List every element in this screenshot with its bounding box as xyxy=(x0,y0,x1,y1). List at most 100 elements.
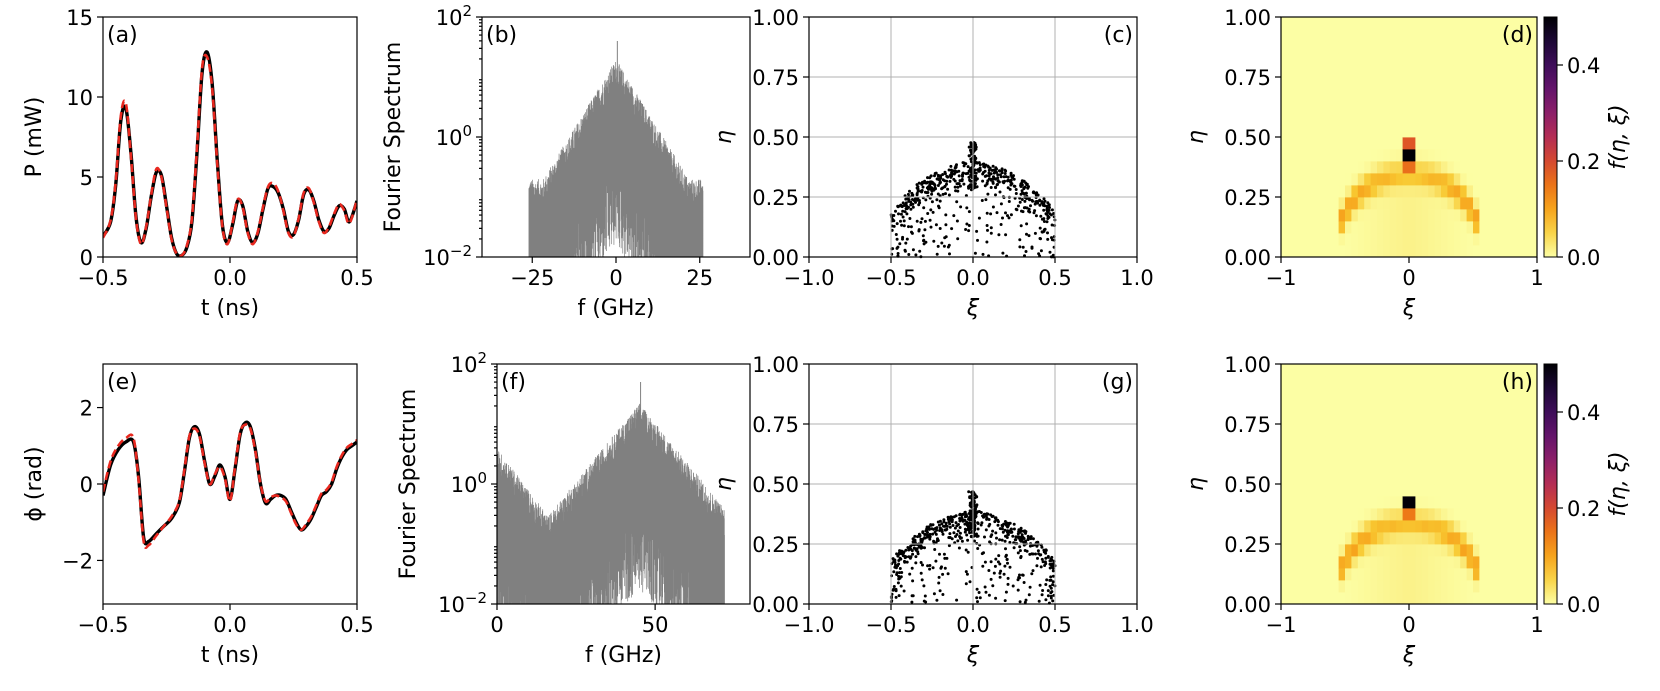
scatter-point xyxy=(1039,237,1042,241)
heatmap-cell xyxy=(1434,53,1442,66)
heatmap-cell xyxy=(1364,209,1371,222)
heatmap-cell xyxy=(1409,161,1416,174)
scatter-point xyxy=(1023,199,1027,203)
heatmap-cell xyxy=(1325,29,1333,42)
scatter-point xyxy=(895,222,899,226)
scatter-point xyxy=(1027,536,1031,540)
heatmap-cell xyxy=(1325,53,1333,66)
heatmap-cell xyxy=(1473,496,1480,509)
heatmap-cell xyxy=(1428,544,1435,557)
heatmap-cell xyxy=(1517,472,1525,485)
scatter-point xyxy=(1024,250,1028,253)
scatter-point xyxy=(1025,222,1029,226)
heatmap-cell xyxy=(1517,364,1525,377)
scatter-point xyxy=(988,522,992,526)
spectrum-trace xyxy=(497,403,725,604)
heatmap-cell xyxy=(1338,17,1346,30)
heatmap-cell xyxy=(1338,209,1346,222)
heatmap-cell xyxy=(1434,233,1442,246)
scatter-point xyxy=(913,534,917,538)
scatter-point xyxy=(1032,211,1036,215)
heatmap-cell xyxy=(1345,41,1352,54)
heatmap-cell xyxy=(1485,161,1493,174)
heatmap-cell xyxy=(1293,101,1301,114)
heatmap-cell xyxy=(1409,556,1416,569)
scatter-point xyxy=(967,175,971,179)
heatmap-cell xyxy=(1287,412,1295,425)
scatter-point xyxy=(897,574,901,578)
heatmap-cell xyxy=(1415,17,1423,30)
heatmap-cell xyxy=(1460,221,1467,234)
scatter-point xyxy=(1050,223,1054,227)
heatmap-cell xyxy=(1287,556,1295,569)
scatter-point xyxy=(898,556,902,560)
heatmap-cell xyxy=(1460,568,1467,581)
scatter-point xyxy=(1050,558,1054,562)
scatter-point xyxy=(1035,564,1039,568)
heatmap-cell xyxy=(1473,209,1480,222)
scatter-point xyxy=(956,189,960,193)
scatter-point xyxy=(986,192,990,196)
scatter-point xyxy=(968,580,972,584)
x-axis-label: f (GHz) xyxy=(577,296,654,321)
heatmap-cell xyxy=(1479,484,1487,497)
scatter-point xyxy=(938,227,942,230)
scatter-point xyxy=(1036,193,1040,197)
heatmap-cell xyxy=(1338,388,1346,401)
heatmap-cell xyxy=(1396,592,1403,605)
heatmap-cell xyxy=(1325,113,1333,126)
heatmap-cell xyxy=(1402,484,1410,497)
heatmap-cell xyxy=(1415,436,1423,449)
scatter-point xyxy=(948,252,951,256)
scatter-point xyxy=(1011,534,1015,538)
heatmap-cell xyxy=(1415,532,1423,545)
heatmap-cell xyxy=(1460,161,1467,174)
heatmap-cell xyxy=(1319,113,1327,126)
heatmap-cell xyxy=(1421,520,1429,533)
heatmap-cell xyxy=(1377,17,1384,30)
scatter-point xyxy=(973,493,977,497)
heatmap-cell xyxy=(1517,532,1525,545)
heatmap-cell xyxy=(1415,424,1423,437)
heatmap-cell xyxy=(1357,424,1365,437)
heatmap-cell xyxy=(1498,221,1506,234)
heatmap-cell xyxy=(1498,77,1506,90)
heatmap-cell xyxy=(1453,29,1461,42)
heatmap-cell xyxy=(1345,173,1352,186)
scatter-point xyxy=(967,224,971,227)
heatmap-cell xyxy=(1441,221,1448,234)
heatmap-cell xyxy=(1383,532,1391,545)
heatmap-cell xyxy=(1319,556,1327,569)
x-tick-label: 0.0 xyxy=(213,613,246,637)
heatmap-cell xyxy=(1332,53,1339,66)
scatter-point xyxy=(986,228,989,232)
heatmap-cell xyxy=(1517,496,1525,509)
heatmap-cell xyxy=(1453,137,1461,150)
heatmap-cell xyxy=(1383,173,1391,186)
heatmap-cell xyxy=(1357,209,1365,222)
scatter-point xyxy=(1006,524,1010,528)
scatter-point xyxy=(897,594,901,598)
scatter-point xyxy=(1009,527,1013,531)
scatter-point xyxy=(948,179,952,183)
panel-tag: (d) xyxy=(1502,23,1533,48)
heatmap-cell xyxy=(1357,29,1365,42)
heatmap-cell xyxy=(1338,53,1346,66)
heatmap-cell xyxy=(1370,412,1378,425)
heatmap-cell xyxy=(1511,508,1519,521)
y-tick-label: 1.00 xyxy=(752,6,799,30)
heatmap-cell xyxy=(1396,209,1403,222)
heatmap-cell xyxy=(1530,592,1538,605)
heatmap-cell xyxy=(1441,137,1448,150)
heatmap-cell xyxy=(1441,101,1448,114)
y-tick-label: 0 xyxy=(80,473,93,497)
heatmap-cell xyxy=(1473,173,1480,186)
heatmap-cell xyxy=(1325,173,1333,186)
heatmap-cell xyxy=(1332,17,1339,30)
colorbar xyxy=(1543,16,1558,258)
heatmap-cell xyxy=(1421,472,1429,485)
heatmap-cell xyxy=(1530,197,1538,210)
y-axis-label: η xyxy=(1184,130,1209,144)
heatmap-cell xyxy=(1524,364,1531,377)
heatmap-cell xyxy=(1511,77,1519,90)
